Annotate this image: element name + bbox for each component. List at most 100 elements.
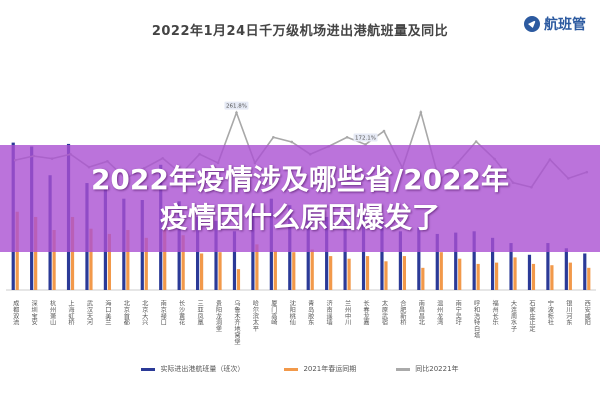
bar-2021 — [439, 252, 443, 290]
bar-2021 — [107, 233, 112, 290]
x-tick-label: 呼和浩特白塔 — [473, 300, 480, 339]
bar-actual — [195, 216, 200, 290]
bar-2021 — [292, 252, 296, 290]
data-label: 261.8% — [226, 104, 247, 110]
bar-actual — [325, 216, 329, 290]
x-tick-label: 兰州中川 — [344, 299, 351, 325]
legend-label-2021: 2021年春运同期 — [303, 365, 357, 373]
bar-2021 — [273, 250, 277, 290]
bar-actual — [472, 231, 476, 290]
legend-label-yoy: 同比20221年 — [415, 365, 459, 373]
bar-2021 — [347, 258, 351, 290]
bar-actual — [214, 220, 218, 290]
yoy-point — [235, 111, 238, 114]
yoy-point — [474, 140, 478, 143]
x-tick-label: 杭州萧山 — [49, 299, 56, 326]
bar-2021 — [568, 262, 572, 290]
bar-actual — [380, 219, 384, 290]
bar-2021 — [199, 253, 204, 290]
x-tick-label: 青岛胶东 — [307, 299, 314, 325]
data-label-box — [353, 133, 378, 142]
x-tick-label: 南京禄口 — [159, 299, 166, 326]
bar-2021 — [365, 256, 370, 290]
x-tick-label: 北京大兴 — [141, 299, 148, 326]
x-tick-label: 银川河东 — [565, 299, 572, 325]
bar-actual — [361, 215, 366, 290]
bar-2021 — [218, 252, 222, 290]
bar-2021 — [587, 267, 591, 290]
overlay-banner: 2022年疫情涉及哪些省/2022年 疫情因什么原因爆发了 — [0, 145, 600, 252]
bar-2021 — [163, 224, 167, 290]
x-tick-label: 厦门高崎 — [270, 300, 277, 326]
x-tick-label: 深圳宝安 — [30, 299, 37, 326]
bar-2021 — [531, 263, 536, 290]
x-tick-label: 南宁吴圩 — [454, 299, 461, 325]
bar-2021 — [310, 249, 314, 290]
x-tick-label: 北京首都 — [122, 299, 129, 326]
x-tick-label: 长沙黄花 — [178, 299, 185, 326]
x-tick-label: 乌鲁木齐地窝堡 — [233, 299, 240, 344]
bar-2021 — [52, 230, 56, 290]
bar-actual — [435, 233, 439, 290]
x-tick-label: 合肥新桥 — [399, 299, 406, 326]
bar-2021 — [89, 228, 93, 290]
bar-actual — [546, 243, 550, 290]
yoy-point — [290, 140, 294, 144]
bar-2021 — [126, 230, 130, 290]
bar-actual — [490, 237, 495, 290]
bar-actual — [417, 227, 421, 290]
brand: 航班管 — [524, 14, 586, 34]
bar-2021 — [402, 256, 407, 290]
bar-2021 — [329, 256, 333, 290]
x-tick-label: 长春龙嘉 — [362, 299, 369, 326]
bar-actual — [527, 254, 532, 290]
legend-label-actual: 实际进出港航班量（班次） — [160, 365, 245, 373]
bar-actual — [583, 253, 587, 290]
bar-2021 — [550, 265, 554, 290]
bar-2021 — [458, 258, 462, 290]
x-tick-label: 大连周水子 — [510, 299, 517, 332]
legend-item-2021: 2021年春运同期 — [284, 362, 356, 376]
bar-actual — [564, 248, 568, 290]
x-tick-label: 成都双流 — [12, 299, 19, 326]
x-tick-label: 武汉天河 — [85, 299, 92, 325]
bar-2021 — [181, 235, 185, 290]
x-tick-label: 西安咸阳 — [583, 300, 590, 327]
yoy-point — [272, 135, 275, 139]
x-tick-label: 太原武宿 — [380, 299, 387, 326]
plane-logo-icon — [524, 16, 540, 32]
x-tick-label: 海口美兰 — [104, 299, 111, 325]
x-tick-label: 三亚凤凰 — [196, 300, 203, 327]
bar-2021 — [513, 257, 517, 290]
data-label: 172.1% — [355, 135, 376, 141]
overlay-line-2: 疫情因什么原因爆发了 — [159, 200, 440, 234]
bar-2021 — [476, 263, 480, 290]
x-tick-label: 宁波栎社 — [546, 299, 553, 326]
x-tick-label: 沈阳桃仙 — [288, 299, 295, 326]
x-tick-label: 济南遥墙 — [325, 299, 332, 326]
x-tick-label: 哈尔滨太平 — [251, 299, 258, 333]
bar-actual — [454, 232, 458, 290]
bar-2021 — [494, 262, 499, 290]
x-tick-label: 南昌昌北 — [417, 299, 424, 326]
legend-item-yoy: 同比20221年 — [396, 362, 459, 376]
legend-swatch-2021 — [284, 367, 299, 371]
bar-2021 — [34, 216, 38, 290]
bar-actual — [343, 216, 347, 290]
legend-item-actual: 实际进出港航班量（班次） — [141, 362, 244, 376]
bar-actual — [509, 243, 513, 290]
bar-2021 — [70, 216, 75, 290]
chart-legend: 实际进出港航班量（班次） 2021年春运同期 同比20221年 — [0, 362, 600, 376]
brand-name: 航班管 — [544, 17, 586, 33]
x-tick-label: 福州长乐 — [491, 299, 498, 325]
bar-actual — [398, 231, 403, 290]
x-tick-label: 石家庄正定 — [528, 300, 535, 333]
bar-2021 — [236, 269, 241, 290]
legend-swatch-yoy — [396, 367, 411, 371]
bar-2021 — [384, 261, 388, 290]
bar-2021 — [421, 267, 425, 290]
overlay-line-1: 2022年疫情涉及哪些省/2022年 — [90, 162, 510, 196]
bar-actual — [232, 231, 237, 290]
legend-swatch-actual — [141, 367, 156, 371]
x-tick-label: 温州龙湾 — [436, 299, 443, 326]
